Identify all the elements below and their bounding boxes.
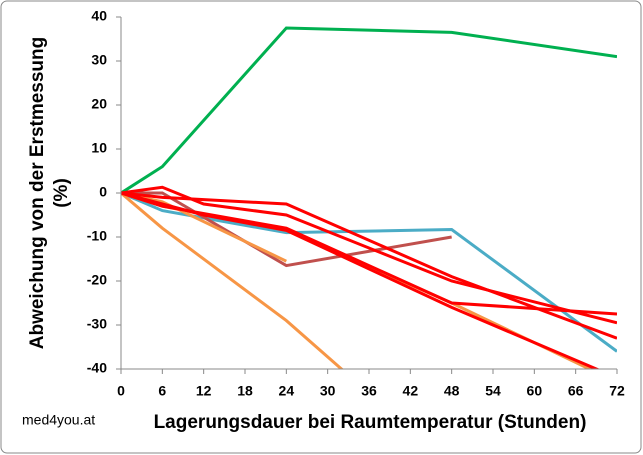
- plot-lines: [121, 26, 617, 369]
- y-tick-label: -20: [87, 272, 107, 288]
- x-tick-label: 0: [117, 383, 125, 399]
- y-tick-label: -40: [87, 360, 107, 376]
- data-line: [121, 191, 452, 268]
- x-tick-label: 60: [527, 383, 543, 399]
- data-line: [121, 26, 617, 195]
- y-axis-title: (%): [51, 178, 72, 208]
- x-tick-label: 36: [361, 383, 377, 399]
- y-axis-title: Abweichung von der Erstmessung: [27, 37, 48, 350]
- x-axis-title: Lagerungsdauer bei Raumtemperatur (Stund…: [154, 412, 587, 433]
- y-tick-label: 30: [91, 52, 107, 68]
- annotation: med4you.at: [22, 412, 95, 428]
- y-tick-label: -30: [87, 316, 107, 332]
- x-tick-label: 6: [158, 383, 166, 399]
- x-tick-label: 18: [237, 383, 253, 399]
- data-line: [121, 191, 344, 369]
- y-tick-label: -10: [87, 228, 107, 244]
- y-tick-label: 10: [91, 140, 107, 156]
- x-tick-label: 24: [279, 383, 295, 399]
- x-tick-label: 66: [568, 383, 584, 399]
- data-line: [121, 191, 617, 353]
- x-tick-label: 54: [485, 383, 501, 399]
- x-tick-label: 30: [320, 383, 336, 399]
- data-line: [121, 191, 601, 369]
- y-tick-label: 40: [91, 8, 107, 24]
- x-tick-label: 12: [196, 383, 212, 399]
- x-tick-label: 48: [444, 383, 460, 399]
- data-line: [121, 191, 617, 340]
- y-tick-label: 20: [91, 96, 107, 112]
- y-tick-label: 0: [99, 184, 107, 200]
- x-tick-label: 42: [403, 383, 419, 399]
- x-tick-label: 72: [609, 383, 625, 399]
